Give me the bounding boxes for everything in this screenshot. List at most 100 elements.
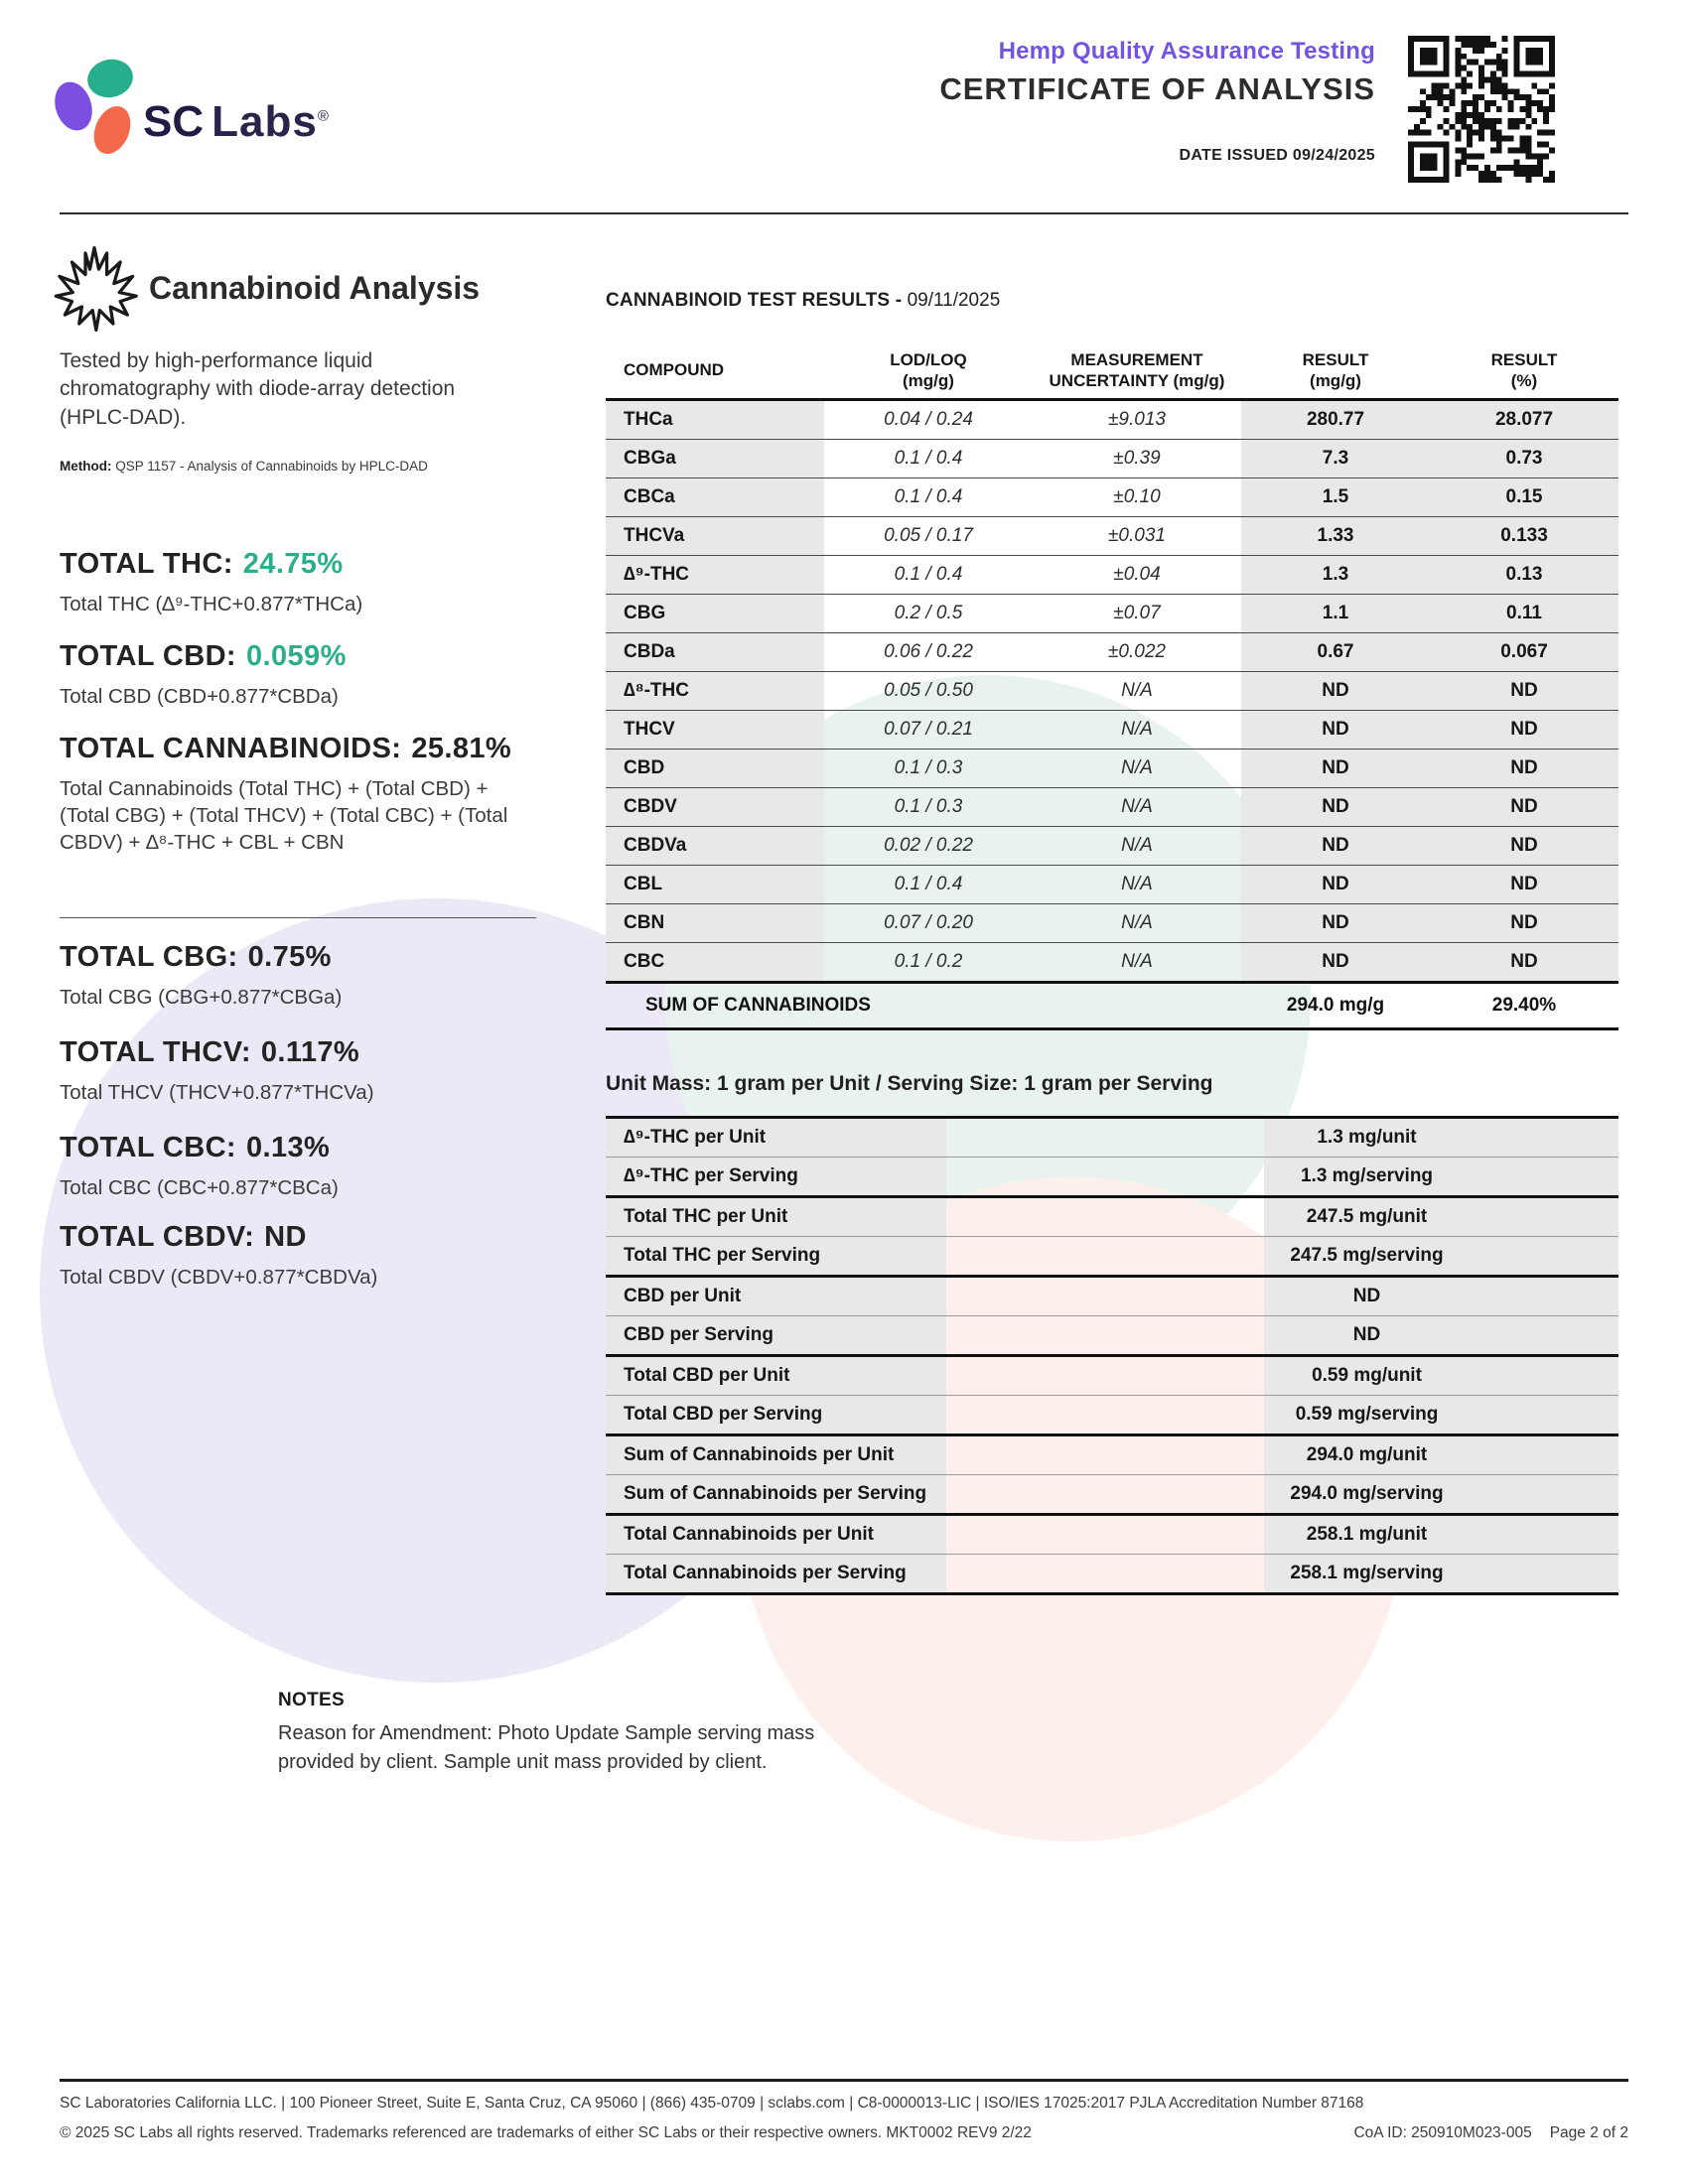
logo-orange-oval-icon [86, 100, 138, 160]
result-mg-cell: 1.5 [1241, 478, 1430, 516]
footer-ids: CoA ID: 250910M023-005 Page 2 of 2 [1336, 2124, 1628, 2142]
lod-loq-cell: 0.1 / 0.3 [894, 796, 963, 817]
qr-code [1408, 36, 1555, 183]
total-cbdv-line: TOTAL CBDV: ND [60, 1221, 536, 1254]
result-pct-cell: ND [1430, 827, 1618, 865]
total-cbd-label: TOTAL CBD: [60, 640, 236, 672]
lod-loq-cell: 0.1 / 0.2 [894, 951, 963, 972]
uncertainty-cell: ±0.07 [1113, 603, 1161, 623]
total-cannabinoids-label: TOTAL CANNABINOIDS: [60, 733, 402, 764]
unit-row-label: Sum of Cannabinoids per Unit [606, 1436, 946, 1474]
unit-row-value: 1.3 mg/serving [1264, 1158, 1618, 1195]
header-mu-line2: UNCERTAINTY (mg/g) [1049, 371, 1225, 390]
unit-row-label: Total Cannabinoids per Unit [606, 1516, 946, 1554]
unit-row-spacer [946, 1278, 1264, 1315]
sc-labs-logo: SC Labs® [49, 36, 409, 160]
header-lod-line2: (mg/g) [903, 371, 954, 390]
unit-row-label: Total Cannabinoids per Serving [606, 1555, 946, 1592]
left-column-divider [60, 917, 536, 918]
unit-row-value: 294.0 mg/serving [1264, 1475, 1618, 1513]
header-rpct-line2: (%) [1510, 371, 1538, 390]
lod-loq-cell: 0.05 / 0.50 [884, 680, 973, 701]
total-cannabinoids-formula: Total Cannabinoids (Total THC) + (Total … [60, 777, 508, 855]
footer-copyright: © 2025 SC Labs all rights reserved. Trad… [60, 2124, 1032, 2141]
header-rpct-lines: RESULT (%) [1491, 349, 1558, 392]
result-pct-cell: ND [1430, 672, 1618, 710]
lod-loq-cell: 0.07 / 0.20 [884, 912, 973, 933]
method-text: QSP 1157 - Analysis of Cannabinoids by H… [115, 459, 428, 474]
results-row: CBGa 0.1 / 0.4 ±0.39 7.3 0.73 [606, 439, 1618, 478]
results-title-text: CANNABINOID TEST RESULTS - [606, 290, 903, 311]
total-cbdv-block: TOTAL CBDV: ND Total CBDV (CBDV+0.877*CBD… [60, 1221, 536, 1291]
compound-cell: ∆⁸-THC [606, 672, 824, 710]
lod-loq-cell: 0.06 / 0.22 [884, 641, 973, 662]
unit-mass-row: ∆⁹-THC per Unit 1.3 mg/unit [606, 1119, 1618, 1158]
lod-loq-cell: 0.1 / 0.4 [894, 486, 963, 507]
header-lod-lines: LOD/LOQ (mg/g) [890, 349, 966, 392]
unit-mass-heading: Unit Mass: 1 gram per Unit / Serving Siz… [606, 1072, 1213, 1095]
unit-mass-row: Total Cannabinoids per Serving 258.1 mg/s… [606, 1555, 1618, 1595]
compound-cell: CBG [606, 595, 824, 632]
uncertainty-cell: N/A [1121, 951, 1153, 972]
total-thc-label: TOTAL THC: [60, 548, 233, 580]
results-row: CBG 0.2 / 0.5 ±0.07 1.1 0.11 [606, 594, 1618, 632]
total-thcv-formula: Total THCV (THCV+0.877*THCVa) [60, 1081, 374, 1104]
unit-mass-table: ∆⁹-THC per Unit 1.3 mg/unit ∆⁹-THC per Ser… [606, 1116, 1618, 1595]
result-mg-cell: ND [1241, 904, 1430, 942]
results-row: THCa 0.04 / 0.24 ±9.013 280.77 28.077 [606, 398, 1618, 439]
compound-cell: CBC [606, 943, 824, 981]
result-pct-cell: ND [1430, 866, 1618, 903]
footer-lab-info: SC Laboratories California LLC. | 100 Pi… [60, 2095, 1364, 2112]
result-pct-cell: 0.13 [1430, 556, 1618, 594]
uncertainty-cell: ±0.031 [1108, 525, 1166, 546]
unit-row-spacer [946, 1555, 1264, 1592]
lod-loq-cell: 0.04 / 0.24 [884, 409, 973, 430]
uncertainty-cell: N/A [1121, 719, 1153, 740]
result-mg-cell: ND [1241, 827, 1430, 865]
uncertainty-cell: ±0.04 [1113, 564, 1161, 585]
header-divider [60, 212, 1628, 214]
unit-row-label: ∆⁹-THC per Serving [606, 1158, 946, 1195]
logo-green-oval-icon [83, 55, 137, 102]
lod-loq-cell: 0.05 / 0.17 [884, 525, 973, 546]
unit-row-label: Total THC per Serving [606, 1237, 946, 1275]
unit-row-value: 1.3 mg/unit [1264, 1119, 1618, 1157]
sum-result-pct: 29.40% [1491, 995, 1557, 1016]
results-row: CBC 0.1 / 0.2 N/A ND ND [606, 942, 1618, 981]
total-cbc-label: TOTAL CBC: [60, 1132, 236, 1163]
results-row: ∆⁸-THC 0.05 / 0.50 N/A ND ND [606, 671, 1618, 710]
sum-result-mg: 294.0 mg/g [1286, 995, 1385, 1016]
result-mg-cell: ND [1241, 866, 1430, 903]
compound-cell: THCVa [606, 517, 824, 555]
total-cbd-line: TOTAL CBD: 0.059% [60, 640, 536, 673]
results-row: CBDV 0.1 / 0.3 N/A ND ND [606, 787, 1618, 826]
registered-mark: ® [317, 107, 329, 125]
total-cbc-line: TOTAL CBC: 0.13% [60, 1132, 536, 1164]
compound-cell: THCa [606, 401, 824, 439]
unit-row-label: Total THC per Unit [606, 1198, 946, 1236]
results-title-date: 09/11/2025 [907, 290, 1001, 311]
result-pct-cell: ND [1430, 788, 1618, 826]
uncertainty-cell: ±0.022 [1108, 641, 1166, 662]
footer-divider [60, 2079, 1628, 2082]
total-thcv-value: 0.117% [260, 1036, 360, 1068]
unit-row-label: Total CBD per Unit [606, 1357, 946, 1395]
unit-row-spacer [946, 1475, 1264, 1513]
section-title-cannabinoid-analysis: Cannabinoid Analysis [149, 270, 481, 306]
result-pct-cell: 0.067 [1430, 633, 1618, 671]
result-pct-cell: 0.11 [1430, 595, 1618, 632]
compound-cell: CBDVa [606, 827, 824, 865]
unit-row-label: Total CBD per Serving [606, 1396, 946, 1433]
results-row: CBDa 0.06 / 0.22 ±0.022 0.67 0.067 [606, 632, 1618, 671]
logo-sc: SC [143, 97, 205, 146]
total-cbc-formula: Total CBC (CBC+0.877*CBCa) [60, 1176, 339, 1199]
unit-mass-row: CBD per Serving ND [606, 1316, 1618, 1357]
results-row: CBDVa 0.02 / 0.22 N/A ND ND [606, 826, 1618, 865]
result-mg-cell: 1.33 [1241, 517, 1430, 555]
unit-mass-row: Sum of Cannabinoids per Serving 294.0 mg/… [606, 1475, 1618, 1516]
result-mg-cell: ND [1241, 711, 1430, 749]
unit-row-label: Sum of Cannabinoids per Serving [606, 1475, 946, 1513]
total-thcv-line: TOTAL THCV: 0.117% [60, 1036, 536, 1069]
unit-row-spacer [946, 1357, 1264, 1395]
uncertainty-cell: N/A [1121, 680, 1153, 701]
